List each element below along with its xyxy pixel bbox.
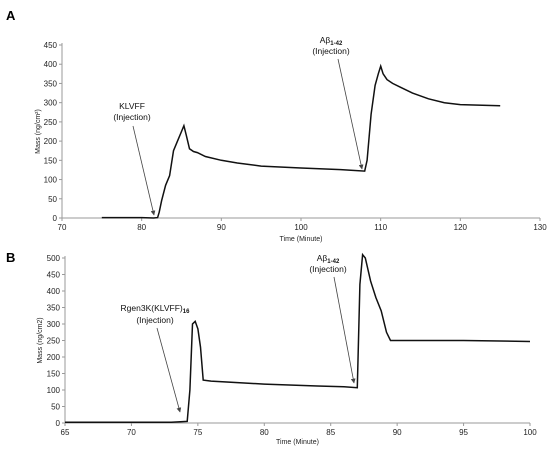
panel-a-y-tick-label: 450 xyxy=(44,41,58,50)
panel-a-annotation-2-line-2: (Injection) xyxy=(312,46,349,56)
panel-a-x-axis-label: Time (Minute) xyxy=(280,236,323,243)
panel-b-annotation-1-line-2: (Injection) xyxy=(136,315,173,325)
panel-b-y-tick-label: 350 xyxy=(47,304,61,313)
panel-a-y-tick-label: 250 xyxy=(44,118,58,127)
panel-b-y-tick-label: 300 xyxy=(47,320,61,329)
panel-b-chart: B Rgen3K(KLVFF)16 (Injection) Aβ1-42 (In… xyxy=(6,250,537,446)
panel-b-x-tick-label: 65 xyxy=(61,428,70,437)
panel-a-annotation-2-arrow xyxy=(337,58,364,170)
panel-b-y-tick-label: 100 xyxy=(47,386,61,395)
panel-a-annotation-1-line-1: KLVFF xyxy=(119,101,145,111)
panel-a-x-tick-label: 120 xyxy=(454,223,468,232)
panel-a-y-tick-label: 150 xyxy=(44,156,58,165)
panel-a-series-line xyxy=(101,63,501,219)
panel-b-y-tick-label: 450 xyxy=(47,271,61,280)
panel-b-y-tick-label: 400 xyxy=(47,287,61,296)
panel-b-annotation-1-arrow xyxy=(156,327,182,413)
panel-a-x-tick-label: 130 xyxy=(533,223,547,232)
panel-a-y-tick-label: 100 xyxy=(44,176,58,185)
panel-b-x-tick-label: 90 xyxy=(393,428,402,437)
panel-a-annotation-1-line-2: (Injection) xyxy=(113,112,150,122)
panel-b-y-tick-label: 500 xyxy=(47,254,61,263)
panel-a-x-tick-label: 80 xyxy=(137,223,146,232)
panel-a-x-tick-label: 100 xyxy=(294,223,308,232)
panel-b-y-axis-label: Mass (ng/cm2) xyxy=(37,317,44,363)
panel-a-annotation-1-arrow xyxy=(132,125,156,216)
panel-b-y-tick-label: 200 xyxy=(47,353,61,362)
panel-b-x-tick-label: 85 xyxy=(326,428,335,437)
panel-a-y-tick-label: 400 xyxy=(44,60,58,69)
panel-a-y-tick-label: 50 xyxy=(48,195,57,204)
panel-b-y-tick-label: 150 xyxy=(47,370,61,379)
panel-b-y-tick-label: 0 xyxy=(56,419,61,428)
panel-b-x-tick-label: 100 xyxy=(523,428,537,437)
panel-b-x-tick-label: 80 xyxy=(260,428,269,437)
panel-b-x-tick-label: 70 xyxy=(127,428,136,437)
panel-b-y-tick-label: 50 xyxy=(51,403,60,412)
panel-a-y-tick-label: 300 xyxy=(44,99,58,108)
panel-a-x-tick-label: 90 xyxy=(217,223,226,232)
panel-a-y-tick-label: 350 xyxy=(44,79,58,88)
panel-b-annotation-2-line-2: (Injection) xyxy=(309,264,346,274)
panel-a-y-axis-label: Mass (ng/cm²) xyxy=(35,109,42,154)
panel-a-x-tick-label: 70 xyxy=(58,223,67,232)
panel-b-series-line xyxy=(65,252,531,424)
panel-b-annotation-1-line-1: Rgen3K(KLVFF)16 xyxy=(121,303,191,315)
panel-a-x-tick-label: 110 xyxy=(374,223,387,232)
panel-b-label: B xyxy=(6,250,15,265)
panel-b-annotation-2-arrow xyxy=(333,276,356,384)
panel-b-x-axis-label: Time (Minute) xyxy=(276,439,319,446)
panel-a-y-tick-label: 200 xyxy=(44,137,58,146)
panel-a-label: A xyxy=(6,8,16,23)
panel-a-y-tick-label: 0 xyxy=(53,214,58,223)
panel-a-chart: A KLVFF (Injection) Aβ1-42 (Injection) 0… xyxy=(6,8,547,243)
panel-b-x-tick-label: 75 xyxy=(193,428,202,437)
panel-b-x-tick-label: 95 xyxy=(459,428,468,437)
panel-b-y-tick-label: 250 xyxy=(47,337,61,346)
